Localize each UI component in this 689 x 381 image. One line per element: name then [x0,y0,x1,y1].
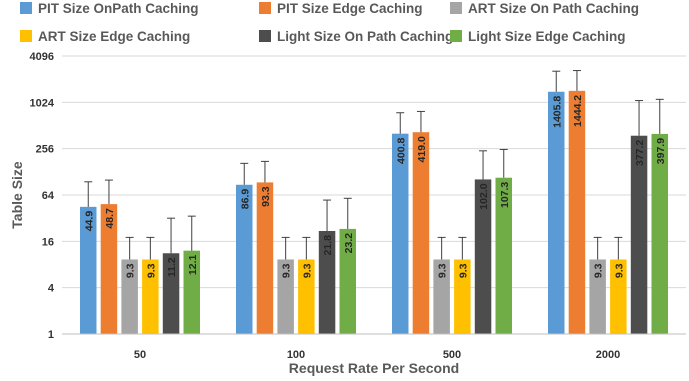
data-label: 23.2 [343,233,355,254]
legend-item: ART Size On Path Caching [450,1,639,16]
bar [630,135,648,334]
x-tick-label: 100 [287,349,305,361]
bar [277,259,294,334]
legend-swatch [450,30,462,42]
bar [568,90,586,334]
data-label: 9.3 [125,263,137,278]
bar [589,259,606,334]
data-label: 11.2 [166,257,178,277]
data-label: 9.3 [281,263,293,278]
bar [651,133,668,334]
bars [80,90,668,334]
y-tick-label: 256 [36,144,54,156]
legend-item: PIT Size OnPath Caching [20,1,199,16]
data-label: 1444.2 [572,95,584,127]
data-label: 102.0 [478,183,490,209]
bar [183,250,200,334]
data-label: 12.1 [187,255,199,276]
bar [412,132,430,334]
bar [548,91,565,334]
legend-item: Light Size Edge Caching [450,29,626,44]
legend: PIT Size OnPath Caching PIT Size Edge Cac… [20,1,639,44]
data-label: 9.3 [437,263,449,278]
legend-item: ART Size Edge Caching [20,29,190,44]
bar [80,206,97,334]
data-label: 9.3 [593,263,605,278]
bar [121,259,138,334]
bar [339,228,356,334]
y-tick-label: 4096 [30,51,54,63]
bar [495,177,512,334]
data-label: 107.3 [499,182,511,208]
y-tick-label: 1 [48,329,54,341]
legend-label: Light Size Edge Caching [468,29,626,44]
error-bars [84,70,664,260]
x-axis-ticks: 50 100 500 2000 [134,349,620,361]
legend-label: ART Size On Path Caching [468,1,639,16]
y-axis-title: Table Size [9,161,25,229]
data-label: 48.7 [104,208,116,229]
legend-item: PIT Size Edge Caching [259,1,423,16]
data-label: 21.8 [322,235,334,256]
data-label: 44.9 [83,211,95,232]
data-label: 1405.8 [551,96,563,128]
bar [162,253,180,334]
bar [100,204,118,334]
bar [474,179,492,334]
bar [433,259,450,334]
x-tick-label: 500 [443,349,461,361]
legend-swatch [259,2,271,14]
data-label: 9.3 [457,263,469,278]
y-tick-label: 64 [42,190,55,202]
data-label: 9.3 [301,263,313,278]
legend-label: PIT Size OnPath Caching [38,1,199,16]
data-label: 93.3 [260,186,272,207]
legend-swatch [20,2,32,14]
data-labels: 44.9 48.7 9.3 9.3 11.2 12.1 86.9 93.3 9.3 9.3 21.8… [83,95,667,278]
bar [318,230,336,334]
bar [454,259,471,334]
data-label: 397.9 [655,138,667,164]
y-tick-label: 1024 [30,97,55,109]
bar [256,182,274,334]
bar [392,133,409,334]
bar [610,259,627,334]
legend-label: Light Size On Path Caching [277,29,453,44]
data-label: 86.9 [239,189,251,210]
x-tick-label: 50 [134,349,146,361]
data-label: 400.8 [395,138,407,164]
legend-swatch [450,2,462,14]
data-label: 9.3 [613,263,625,278]
bar [298,259,315,334]
legend-label: ART Size Edge Caching [38,29,190,44]
data-label: 9.3 [145,263,157,278]
x-tick-label: 2000 [596,349,620,361]
bar [142,259,159,334]
legend-swatch [259,30,271,42]
legend-label: PIT Size Edge Caching [277,1,423,16]
y-axis-ticks: 1 4 16 64 256 1024 4096 [30,51,55,341]
data-label: 419.0 [416,136,428,162]
legend-swatch [20,30,32,42]
legend-item: Light Size On Path Caching [259,29,453,44]
data-label: 377.2 [634,140,646,166]
y-tick-label: 16 [42,236,54,248]
y-tick-label: 4 [48,283,55,295]
x-axis-title: Request Rate Per Second [289,360,459,376]
bar [236,184,253,334]
grid-lines [62,55,686,289]
